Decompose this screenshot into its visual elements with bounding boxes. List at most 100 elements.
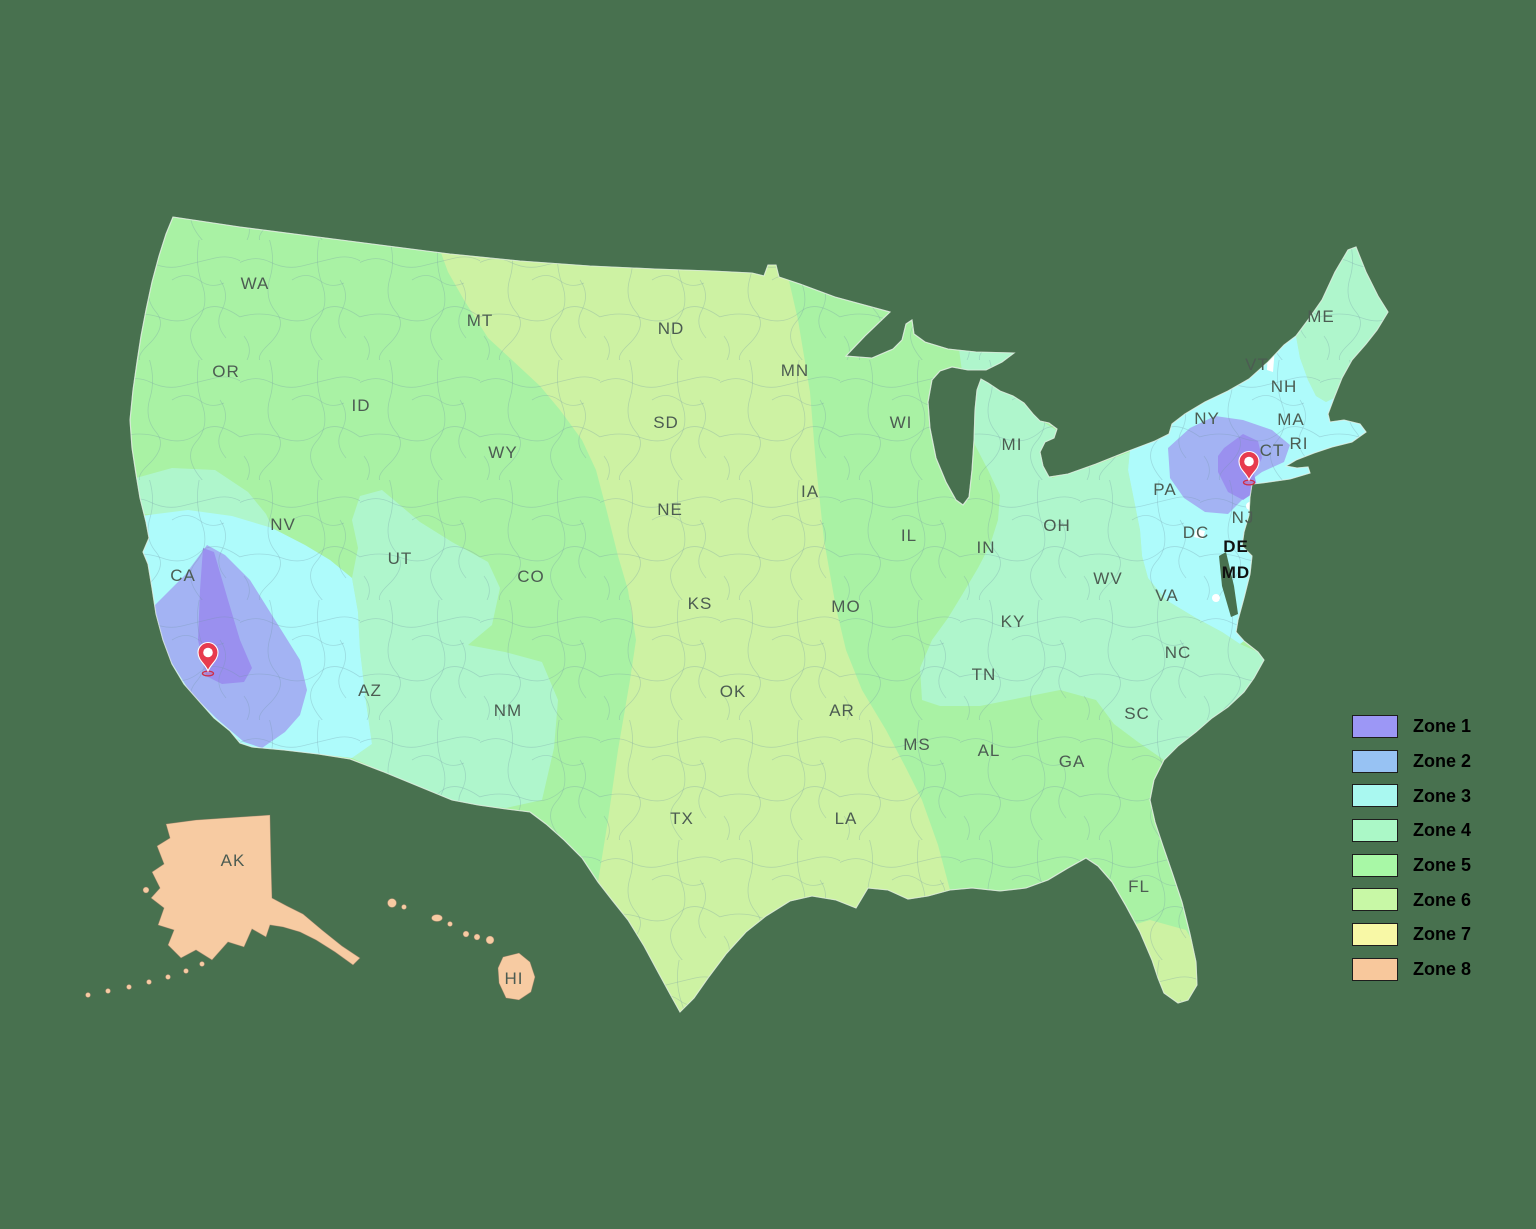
pin-marker-hole [203,647,213,658]
state-label-ms: MS [903,735,931,754]
state-label-nd: ND [658,319,685,338]
state-label-ri: RI [1290,434,1309,453]
state-label-ne: NE [657,500,683,519]
legend-swatch-8 [1352,957,1398,981]
legend-label: Zone 1 [1413,716,1472,737]
legend-swatch-3 [1352,784,1398,808]
state-label-in: IN [977,538,996,557]
state-label-fl: FL [1128,877,1150,896]
legend-swatch-5 [1352,853,1398,877]
state-label-il: IL [901,526,917,545]
state-label-la: LA [835,809,858,828]
state-label-hi: HI [505,969,524,988]
state-label-mn: MN [781,361,809,380]
state-label-va: VA [1155,586,1178,605]
hawaii-island [447,921,453,927]
legend-label: Zone 7 [1413,924,1472,945]
state-label-oh: OH [1043,516,1071,535]
state-label-ut: UT [388,549,413,568]
state-label-sd: SD [653,413,679,432]
pin-southern-california[interactable] [197,641,219,677]
legend-swatch-2 [1352,749,1398,773]
state-label-ky: KY [1001,612,1026,631]
state-label-ga: GA [1059,752,1086,771]
state-label-nm: NM [494,701,522,720]
state-label-pa: PA [1153,480,1176,499]
state-label-dc: DC [1183,523,1210,542]
hawaii-island [431,914,443,922]
zone-legend: Zone 1 Zone 2 Zone 3 Zone 4 Zone 5 Zone 6 Zone… [1352,709,1471,987]
legend-label: Zone 8 [1413,959,1472,980]
hawaii-big-island [497,952,536,1001]
legend-item-zone-3: Zone 3 [1352,778,1471,813]
contiguous-us [129,216,1389,1013]
state-label-wa: WA [241,274,270,293]
state-label-nh: NH [1271,377,1298,396]
legend-label: Zone 4 [1413,820,1472,841]
legend-swatch-4 [1352,818,1398,842]
coastline-stroke [129,216,1389,1013]
state-label-nc: NC [1165,643,1192,662]
hawaii-island [401,904,407,910]
legend-label: Zone 3 [1413,785,1472,806]
legend-item-zone-2: Zone 2 [1352,744,1471,779]
state-label-al: AL [978,741,1001,760]
hawaii-island [485,935,495,945]
legend-label: Zone 2 [1413,751,1472,772]
state-label-ks: KS [688,594,713,613]
state-label-co: CO [517,567,545,586]
legend-item-zone-6: Zone 6 [1352,882,1471,917]
state-label-wv: WV [1093,569,1122,588]
state-label-id: ID [352,396,371,415]
state-label-or: OR [212,362,240,381]
legend-label: Zone 5 [1413,855,1472,876]
legend-item-zone-1: Zone 1 [1352,709,1471,744]
state-label-wi: WI [890,413,913,432]
hawaii-island [387,898,397,908]
legend-item-zone-8: Zone 8 [1352,952,1471,987]
pins-layer [197,450,1260,677]
state-label-nj: NJ [1232,508,1255,527]
state-label-ca: CA [170,566,196,585]
state-label-tx: TX [670,809,694,828]
state-label-mt: MT [467,311,494,330]
hawaii [387,898,536,1001]
legend-swatch-7 [1352,922,1398,946]
state-label-md: MD [1222,563,1250,582]
state-labels-layer: WA OR CA NV ID MT WY UT CO AZ NM ND SD NE KS OK TX MN IA MO… [170,274,1335,988]
chesapeake-bay-water [1219,552,1238,617]
alaska [85,814,361,998]
legend-item-zone-5: Zone 5 [1352,848,1471,883]
pin-marker-hole [1244,456,1254,467]
state-label-nv: NV [270,515,296,534]
legend-swatch-6 [1352,888,1398,912]
state-label-ak: AK [221,851,246,870]
state-label-ia: IA [801,482,819,501]
state-label-az: AZ [358,681,382,700]
state-label-mo: MO [831,597,860,616]
state-label-vt: VT [1245,355,1269,374]
state-label-sc: SC [1124,704,1150,723]
pin-new-york-area[interactable] [1238,450,1260,486]
aleutian-islands [85,886,205,998]
state-label-mi: MI [1002,435,1023,454]
hawaii-island [473,933,481,941]
state-label-tn: TN [972,665,997,684]
alaska-landmass [150,814,361,966]
state-label-ar: AR [829,701,855,720]
hawaii-island [462,930,470,938]
state-label-ma: MA [1277,410,1305,429]
state-label-de: DE [1223,537,1249,556]
legend-swatch-1 [1352,714,1398,738]
legend-label: Zone 6 [1413,889,1472,910]
state-label-ny: NY [1194,409,1220,428]
state-label-wy: WY [488,443,517,462]
state-label-ct: CT [1260,441,1285,460]
zip-boundaries-texture [130,217,1388,1012]
state-label-ok: OK [720,682,747,701]
state-label-me: ME [1307,307,1335,326]
legend-item-zone-7: Zone 7 [1352,917,1471,952]
legend-item-zone-4: Zone 4 [1352,813,1471,848]
